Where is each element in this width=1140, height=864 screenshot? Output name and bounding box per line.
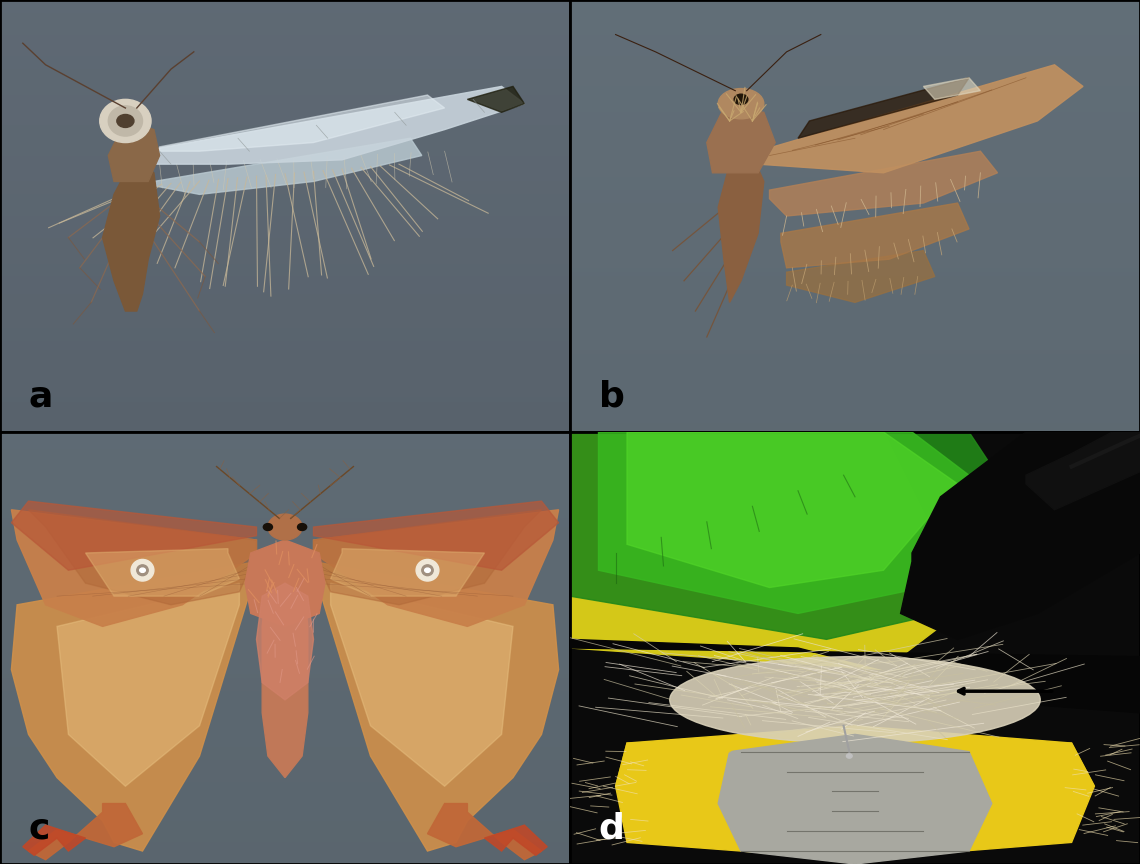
Circle shape — [298, 524, 307, 530]
Ellipse shape — [100, 99, 150, 143]
Polygon shape — [428, 804, 542, 860]
Polygon shape — [969, 743, 1094, 786]
Polygon shape — [154, 138, 422, 194]
Text: a: a — [28, 379, 52, 413]
Circle shape — [846, 753, 853, 759]
Polygon shape — [245, 540, 325, 626]
Polygon shape — [798, 78, 969, 138]
Polygon shape — [11, 562, 256, 851]
Polygon shape — [28, 804, 142, 860]
Circle shape — [117, 115, 135, 128]
Polygon shape — [781, 203, 969, 268]
Polygon shape — [160, 95, 445, 151]
Polygon shape — [901, 432, 1140, 639]
Ellipse shape — [416, 560, 439, 581]
Polygon shape — [108, 121, 160, 181]
Text: d: d — [598, 811, 625, 845]
Polygon shape — [598, 432, 998, 613]
Polygon shape — [923, 78, 980, 99]
Circle shape — [263, 524, 272, 530]
Polygon shape — [314, 510, 542, 605]
Polygon shape — [1026, 423, 1140, 510]
Polygon shape — [627, 432, 958, 588]
Polygon shape — [103, 164, 160, 311]
Polygon shape — [770, 151, 998, 216]
Polygon shape — [23, 825, 86, 855]
Ellipse shape — [108, 106, 142, 137]
Polygon shape — [86, 549, 239, 596]
Polygon shape — [718, 156, 764, 302]
Polygon shape — [758, 65, 1083, 173]
Polygon shape — [11, 501, 256, 570]
Polygon shape — [570, 432, 1026, 639]
Polygon shape — [314, 562, 559, 851]
Polygon shape — [314, 510, 559, 626]
Polygon shape — [262, 553, 308, 778]
Ellipse shape — [137, 565, 148, 575]
Polygon shape — [570, 432, 969, 670]
Polygon shape — [707, 108, 775, 173]
Text: c: c — [28, 811, 50, 845]
Ellipse shape — [422, 565, 433, 575]
Ellipse shape — [268, 514, 302, 540]
Circle shape — [734, 94, 748, 105]
Circle shape — [424, 569, 431, 572]
Polygon shape — [11, 510, 256, 626]
Polygon shape — [28, 510, 256, 605]
Text: b: b — [598, 379, 625, 413]
Polygon shape — [256, 583, 314, 700]
Circle shape — [140, 569, 146, 572]
Polygon shape — [314, 501, 559, 570]
Polygon shape — [718, 734, 992, 864]
Polygon shape — [57, 583, 239, 786]
Polygon shape — [467, 86, 524, 112]
Ellipse shape — [670, 657, 1040, 743]
Polygon shape — [484, 825, 547, 855]
Polygon shape — [331, 549, 484, 596]
Polygon shape — [787, 251, 935, 302]
Ellipse shape — [718, 89, 764, 119]
Polygon shape — [331, 583, 513, 786]
Polygon shape — [616, 726, 1094, 860]
Polygon shape — [616, 743, 741, 786]
Ellipse shape — [131, 560, 154, 581]
Polygon shape — [570, 639, 1140, 713]
Polygon shape — [142, 86, 524, 164]
